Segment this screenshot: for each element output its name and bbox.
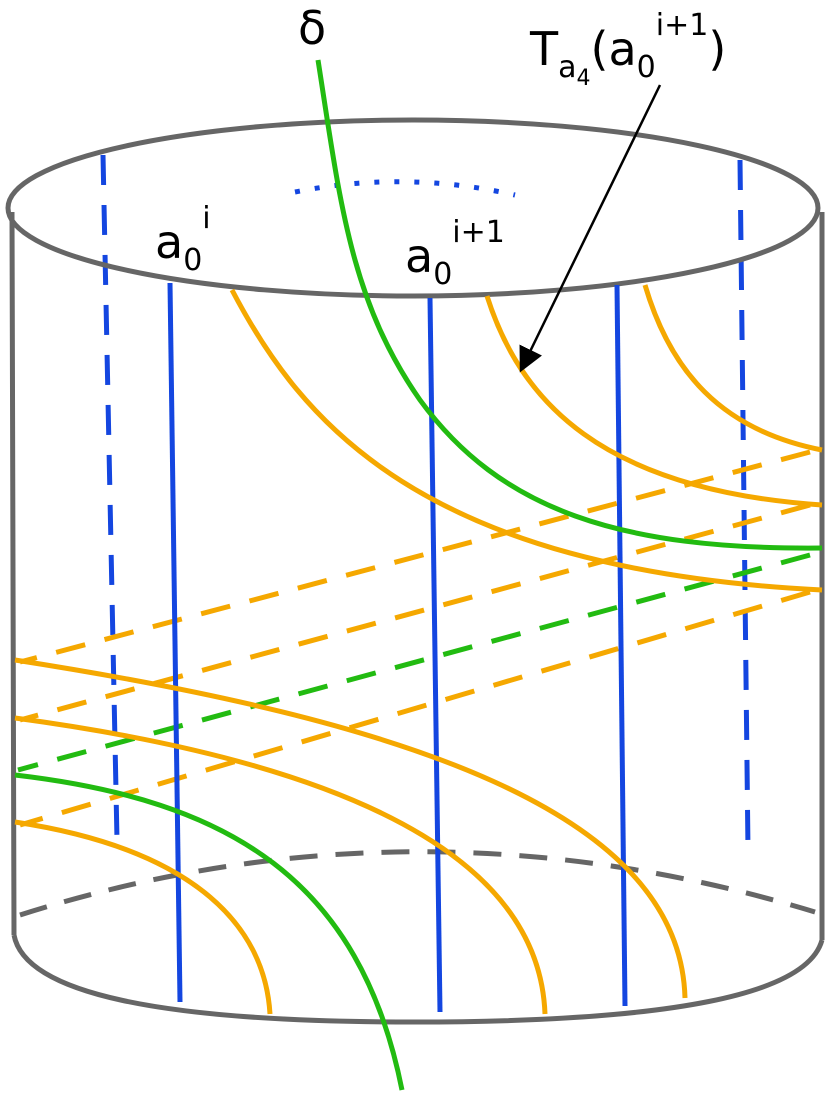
orange-back (19, 449, 811, 828)
blue-back (100, 154, 120, 841)
sup: i+1 (656, 8, 709, 43)
bottom-back (19, 849, 816, 918)
sub: a (558, 50, 576, 85)
twist-label: Ta4(a0i+1) (529, 8, 726, 91)
sub: 0 (637, 50, 656, 85)
sup: i+1 (452, 215, 505, 250)
base: T (529, 22, 559, 76)
sub: 0 (183, 243, 202, 278)
a0i1-label: a0i+1 (405, 215, 505, 292)
sides (9, 211, 825, 940)
blue-back (737, 159, 751, 851)
sub: 0 (433, 257, 452, 292)
green-front (14, 59, 823, 1091)
green-back (17, 552, 811, 773)
a0i-label: a0i (155, 201, 211, 278)
base: a (155, 215, 183, 269)
blue-front (167, 282, 628, 1013)
subsub: 4 (577, 66, 591, 91)
orange-front (14, 284, 823, 1015)
arrow (519, 84, 662, 373)
paren: ) (708, 22, 726, 76)
blue-dotted (294, 179, 516, 198)
sup: i (202, 201, 210, 236)
base: a (608, 22, 636, 76)
base: a (405, 229, 433, 283)
paren: ( (591, 22, 609, 76)
cylinder (5, 59, 825, 1091)
top-ellipse (5, 117, 821, 299)
delta-label: δ (298, 1, 326, 55)
bottom-front (11, 934, 825, 1025)
